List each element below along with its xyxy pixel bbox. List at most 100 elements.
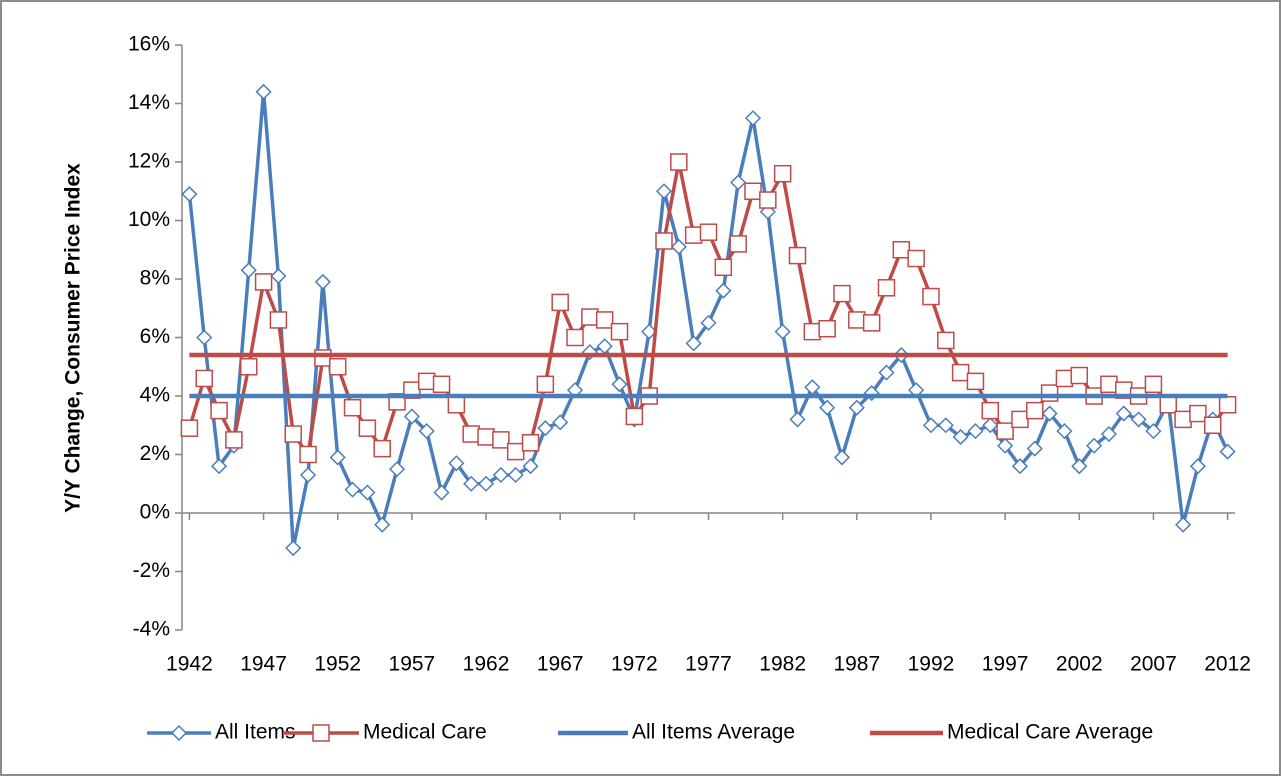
data-point	[922, 287, 940, 306]
data-point	[833, 284, 851, 303]
data-point	[195, 369, 213, 388]
data-point	[981, 401, 1000, 420]
data-point	[537, 420, 554, 437]
data-point	[521, 434, 540, 452]
data-point	[937, 331, 955, 350]
x-tick-label: 1977	[685, 653, 732, 676]
data-point	[1204, 416, 1222, 434]
data-point	[1026, 440, 1043, 457]
data-point	[700, 314, 717, 331]
data-point	[773, 164, 792, 183]
data-point	[270, 268, 287, 285]
data-point	[951, 363, 970, 382]
data-point	[240, 262, 257, 279]
data-point	[448, 455, 465, 472]
y-tick-label: 2%	[140, 442, 170, 465]
data-point	[1011, 410, 1029, 429]
y-tick-label: 14%	[128, 91, 170, 114]
x-tick-label: 1957	[389, 653, 436, 676]
x-tick-label: 1992	[908, 653, 955, 676]
data-point	[300, 466, 317, 484]
data-point	[477, 475, 495, 492]
data-point	[314, 273, 331, 290]
data-point	[610, 322, 629, 341]
data-point	[373, 439, 391, 458]
x-tick-label: 1997	[982, 653, 1029, 676]
x-tick-label: 1982	[759, 653, 806, 676]
data-point	[655, 232, 673, 250]
data-point	[848, 311, 866, 329]
data-point	[1115, 405, 1132, 422]
data-point	[685, 335, 702, 352]
data-point	[818, 319, 836, 338]
data-point	[803, 322, 822, 341]
data-point	[1040, 384, 1059, 402]
data-point	[982, 417, 999, 434]
data-point	[1026, 401, 1044, 420]
y-tick-label: -2%	[133, 559, 170, 582]
data-point	[581, 308, 599, 326]
data-point	[181, 186, 198, 203]
data-point	[670, 153, 688, 171]
data-point	[225, 431, 243, 449]
data-point	[759, 191, 777, 209]
data-point	[343, 398, 362, 417]
data-point	[239, 358, 258, 376]
data-point	[284, 425, 302, 443]
data-point	[715, 282, 732, 299]
data-point	[344, 481, 361, 498]
data-point	[1219, 443, 1236, 460]
data-point	[418, 423, 435, 440]
x-tick-label: 1962	[463, 653, 510, 676]
data-point	[358, 419, 377, 437]
y-tick-label: 8%	[140, 267, 170, 290]
data-point	[744, 110, 762, 127]
data-point	[997, 437, 1014, 454]
data-point	[255, 83, 272, 100]
data-point	[1144, 375, 1163, 394]
legend-label: All Items	[215, 721, 296, 744]
data-point	[536, 375, 555, 394]
y-tick-label: 16%	[128, 33, 170, 56]
data-point	[1041, 405, 1058, 422]
data-point	[1175, 516, 1192, 533]
data-point	[463, 475, 480, 492]
data-point	[328, 358, 347, 376]
y-tick-label: 6%	[140, 325, 170, 348]
data-point	[907, 249, 925, 268]
data-point	[611, 376, 628, 393]
legend-label: Medical Care	[363, 721, 487, 744]
data-point	[699, 223, 718, 241]
data-point	[180, 419, 199, 437]
data-point	[892, 241, 911, 259]
data-point	[1130, 411, 1147, 428]
data-point	[432, 375, 451, 394]
data-point	[655, 183, 673, 200]
data-point	[329, 449, 346, 466]
data-point	[595, 311, 614, 329]
data-point	[492, 466, 509, 484]
data-point	[952, 428, 969, 446]
data-point	[730, 174, 747, 191]
legend-marker	[312, 724, 330, 742]
data-point	[314, 349, 332, 367]
data-point	[714, 258, 733, 277]
data-point	[1174, 410, 1192, 429]
data-point	[877, 279, 896, 297]
x-tick-label: 2007	[1130, 653, 1177, 676]
legend-label: All Items Average	[632, 721, 795, 744]
data-point	[1070, 366, 1089, 385]
data-point	[670, 238, 687, 255]
data-point	[254, 273, 273, 291]
x-tick-label: 1987	[833, 653, 880, 676]
x-tick-label: 2002	[1056, 653, 1103, 676]
data-point	[819, 399, 836, 416]
data-point	[359, 484, 376, 501]
data-point	[789, 411, 806, 428]
data-point	[507, 466, 524, 484]
data-point	[211, 458, 228, 475]
data-point	[1086, 437, 1103, 454]
data-point	[462, 425, 480, 443]
data-point	[506, 442, 525, 461]
